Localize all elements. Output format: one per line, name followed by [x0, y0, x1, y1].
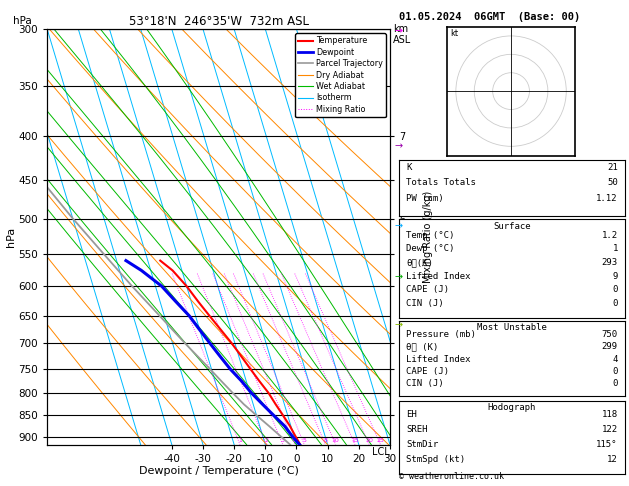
Text: StmDir: StmDir [406, 439, 438, 449]
Text: Lifted Index: Lifted Index [406, 272, 470, 280]
Text: 0: 0 [613, 285, 618, 294]
Text: CIN (J): CIN (J) [406, 299, 444, 308]
Text: Lifted Index: Lifted Index [406, 354, 470, 364]
Text: © weatheronline.co.uk: © weatheronline.co.uk [399, 472, 504, 481]
Text: 1.2: 1.2 [602, 231, 618, 240]
Text: 01.05.2024  06GMT  (Base: 00): 01.05.2024 06GMT (Base: 00) [399, 12, 581, 22]
Text: 4: 4 [293, 437, 297, 443]
Text: 122: 122 [602, 425, 618, 434]
Text: CIN (J): CIN (J) [406, 379, 444, 388]
Text: CAPE (J): CAPE (J) [406, 285, 449, 294]
X-axis label: Dewpoint / Temperature (°C): Dewpoint / Temperature (°C) [138, 467, 299, 476]
Title: 53°18'N  246°35'W  732m ASL: 53°18'N 246°35'W 732m ASL [128, 15, 309, 28]
Text: 293: 293 [602, 258, 618, 267]
Text: 20: 20 [365, 437, 373, 443]
Text: θᴇ (K): θᴇ (K) [406, 342, 438, 351]
Text: Most Unstable: Most Unstable [477, 323, 547, 332]
Text: SREH: SREH [406, 425, 428, 434]
Text: 0: 0 [613, 379, 618, 388]
Text: →: → [394, 141, 403, 151]
Text: 10: 10 [332, 437, 340, 443]
Text: →: → [394, 27, 403, 36]
Text: 2: 2 [264, 437, 269, 443]
Text: Totals Totals: Totals Totals [406, 178, 476, 188]
Text: 0: 0 [613, 367, 618, 376]
Text: 750: 750 [602, 330, 618, 339]
Text: 3: 3 [281, 437, 285, 443]
Text: 12: 12 [607, 454, 618, 464]
Text: Surface: Surface [493, 222, 531, 231]
Text: 1: 1 [238, 437, 242, 443]
Text: 8: 8 [323, 437, 327, 443]
Text: 0: 0 [613, 299, 618, 308]
Text: 1.12: 1.12 [596, 194, 618, 203]
Text: →: → [394, 272, 403, 282]
Text: 115°: 115° [596, 439, 618, 449]
Text: →: → [394, 321, 403, 330]
Text: Dewp (°C): Dewp (°C) [406, 244, 455, 253]
Text: 25: 25 [377, 437, 384, 443]
Text: Temp (°C): Temp (°C) [406, 231, 455, 240]
Text: 1: 1 [613, 244, 618, 253]
Text: PW (cm): PW (cm) [406, 194, 444, 203]
Text: θᴇ(K): θᴇ(K) [406, 258, 433, 267]
Text: K: K [406, 163, 411, 172]
Text: →: → [394, 221, 403, 231]
Text: 15: 15 [351, 437, 359, 443]
Text: CAPE (J): CAPE (J) [406, 367, 449, 376]
Legend: Temperature, Dewpoint, Parcel Trajectory, Dry Adiabat, Wet Adiabat, Isotherm, Mi: Temperature, Dewpoint, Parcel Trajectory… [295, 33, 386, 117]
Text: 5: 5 [303, 437, 306, 443]
Text: LCL: LCL [372, 447, 390, 457]
Text: km
ASL: km ASL [393, 24, 411, 45]
Text: StmSpd (kt): StmSpd (kt) [406, 454, 465, 464]
Text: 118: 118 [602, 410, 618, 419]
Text: 21: 21 [607, 163, 618, 172]
Text: 9: 9 [613, 272, 618, 280]
Text: kt: kt [450, 29, 459, 38]
Text: EH: EH [406, 410, 417, 419]
Y-axis label: hPa: hPa [6, 227, 16, 247]
Text: Mixing Ratio (g/kg): Mixing Ratio (g/kg) [423, 191, 433, 283]
Text: Hodograph: Hodograph [488, 403, 536, 412]
Text: hPa: hPa [13, 16, 31, 26]
Text: 50: 50 [607, 178, 618, 188]
Text: Pressure (mb): Pressure (mb) [406, 330, 476, 339]
Text: 299: 299 [602, 342, 618, 351]
Text: 4: 4 [613, 354, 618, 364]
